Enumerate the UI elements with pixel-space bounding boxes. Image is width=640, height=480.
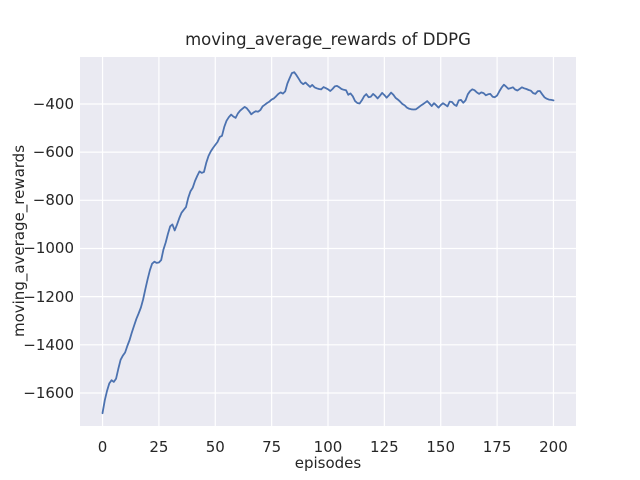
y-tick-label: −600 (32, 143, 74, 162)
x-tick-label: 100 (313, 438, 343, 456)
y-tick-label: −1600 (23, 384, 74, 402)
x-tick-label: 75 (262, 438, 282, 456)
x-tick-label: 125 (370, 438, 399, 456)
x-tick-label: 25 (149, 438, 169, 456)
y-tick-label: −1000 (23, 239, 74, 258)
y-tick-label: −1400 (23, 335, 74, 354)
y-tick-label: −1200 (23, 287, 74, 306)
x-tick-label: 150 (426, 438, 456, 456)
x-axis-label: episodes (294, 454, 362, 472)
y-tick-label: −800 (32, 191, 74, 210)
x-tick-label: 50 (205, 438, 225, 456)
x-tick-label: 175 (482, 438, 512, 456)
chart-title: moving_average_rewards of DDPG (185, 30, 471, 49)
data-line (101, 71, 555, 415)
x-tick-label: 0 (97, 438, 108, 456)
x-tick-label: 200 (539, 438, 568, 456)
y-tick-label: −400 (32, 94, 74, 113)
